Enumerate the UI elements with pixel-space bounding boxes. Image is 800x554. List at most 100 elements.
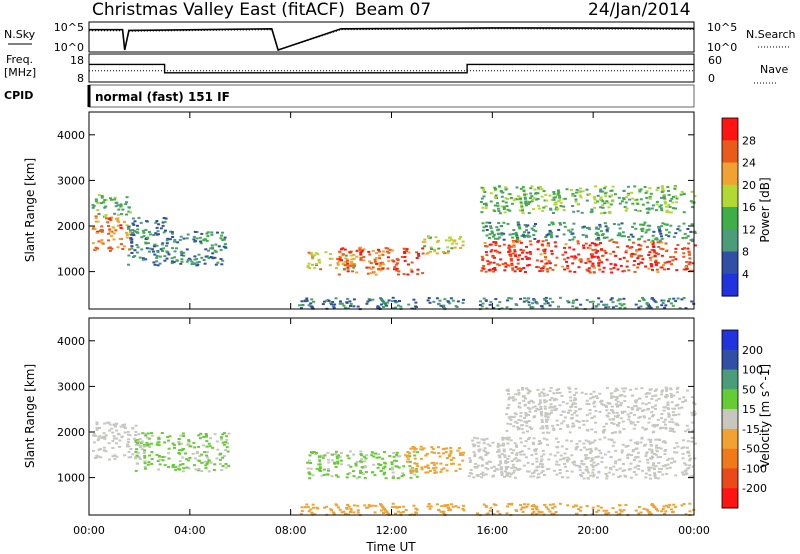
data-pixel: [673, 407, 677, 410]
data-pixel: [640, 230, 644, 232]
data-pixel: [584, 454, 588, 456]
data-pixel: [538, 399, 542, 402]
data-pixel: [621, 443, 625, 446]
data-pixel: [96, 201, 100, 204]
data-pixel: [314, 453, 318, 456]
data-pixel: [214, 250, 218, 253]
data-pixel: [559, 414, 563, 416]
data-pixel: [569, 399, 573, 402]
data-pixel: [614, 511, 618, 514]
data-pixel: [210, 244, 214, 247]
data-pixel: [627, 269, 631, 272]
data-pixel: [555, 460, 559, 463]
data-pixel: [535, 198, 538, 201]
data-pixel: [593, 400, 597, 403]
data-pixel: [127, 438, 130, 441]
data-pixel: [139, 442, 143, 444]
data-pixel: [638, 188, 641, 191]
data-pixel: [555, 473, 559, 476]
data-pixel: [566, 476, 570, 479]
data-pixel: [608, 195, 612, 198]
data-pixel: [377, 267, 381, 270]
data-pixel: [101, 229, 104, 232]
data-pixel: [613, 390, 617, 393]
data-pixel: [546, 233, 550, 236]
data-pixel: [550, 397, 554, 400]
data-pixel: [512, 245, 516, 248]
data-pixel: [205, 445, 209, 448]
data-pixel: [447, 301, 451, 303]
data-pixel: [185, 237, 189, 240]
data-pixel: [542, 388, 546, 391]
data-pixel: [544, 414, 548, 417]
data-pixel: [169, 230, 173, 233]
data-pixel: [525, 225, 528, 228]
nave-tick-top: 60: [708, 54, 722, 67]
data-pixel: [155, 260, 159, 263]
data-pixel: [575, 420, 579, 422]
data-pixel: [599, 212, 603, 215]
data-pixel: [669, 392, 673, 395]
data-pixel: [379, 263, 383, 266]
data-pixel: [667, 415, 671, 418]
data-pixel: [605, 303, 609, 306]
data-pixel: [309, 252, 313, 255]
data-pixel: [614, 387, 618, 390]
data-pixel: [480, 197, 484, 200]
data-pixel: [590, 255, 594, 258]
data-pixel: [537, 473, 541, 476]
data-pixel: [614, 403, 618, 406]
data-pixel: [337, 506, 341, 509]
data-pixel: [356, 305, 360, 308]
data-pixel: [445, 469, 449, 472]
data-pixel: [140, 248, 144, 251]
data-pixel: [629, 462, 633, 465]
data-pixel: [386, 512, 390, 515]
data-pixel: [676, 386, 680, 389]
data-pixel: [437, 452, 441, 455]
data-pixel: [557, 388, 561, 391]
data-pixel: [386, 247, 390, 250]
colorbar-segment: [722, 140, 738, 164]
data-pixel: [126, 433, 130, 436]
data-pixel: [336, 462, 340, 465]
data-pixel: [203, 451, 207, 454]
data-pixel: [545, 438, 549, 441]
data-pixel: [130, 251, 134, 254]
data-pixel: [572, 424, 576, 427]
data-pixel: [651, 456, 655, 459]
data-pixel: [395, 506, 399, 509]
data-pixel: [660, 225, 663, 228]
data-pixel: [320, 474, 324, 477]
data-pixel: [100, 196, 104, 199]
data-pixel: [348, 450, 352, 453]
data-pixel: [527, 447, 531, 450]
data-pixel: [630, 191, 634, 194]
data-pixel: [346, 503, 350, 506]
data-pixel: [377, 254, 381, 257]
data-pixel: [656, 418, 660, 421]
data-pixel: [378, 264, 382, 267]
data-pixel: [672, 394, 676, 397]
data-pixel: [131, 427, 135, 430]
data-pixel: [582, 442, 586, 445]
data-pixel: [433, 469, 437, 472]
data-pixel: [572, 299, 575, 302]
data-pixel: [589, 211, 593, 214]
data-pixel: [504, 188, 508, 191]
y-tick-label: 4000: [57, 335, 85, 348]
data-pixel: [119, 204, 123, 207]
data-pixel: [595, 231, 599, 234]
data-pixel: [686, 440, 690, 443]
data-pixel: [552, 429, 556, 431]
data-pixel: [651, 255, 655, 258]
data-pixel: [585, 505, 589, 507]
colorbar-segment: [722, 488, 738, 509]
data-pixel: [658, 239, 662, 242]
data-pixel: [493, 256, 496, 259]
data-pixel: [672, 235, 676, 238]
data-pixel: [640, 235, 644, 238]
data-pixel: [444, 451, 448, 454]
data-pixel: [551, 507, 555, 510]
data-pixel: [576, 203, 580, 206]
